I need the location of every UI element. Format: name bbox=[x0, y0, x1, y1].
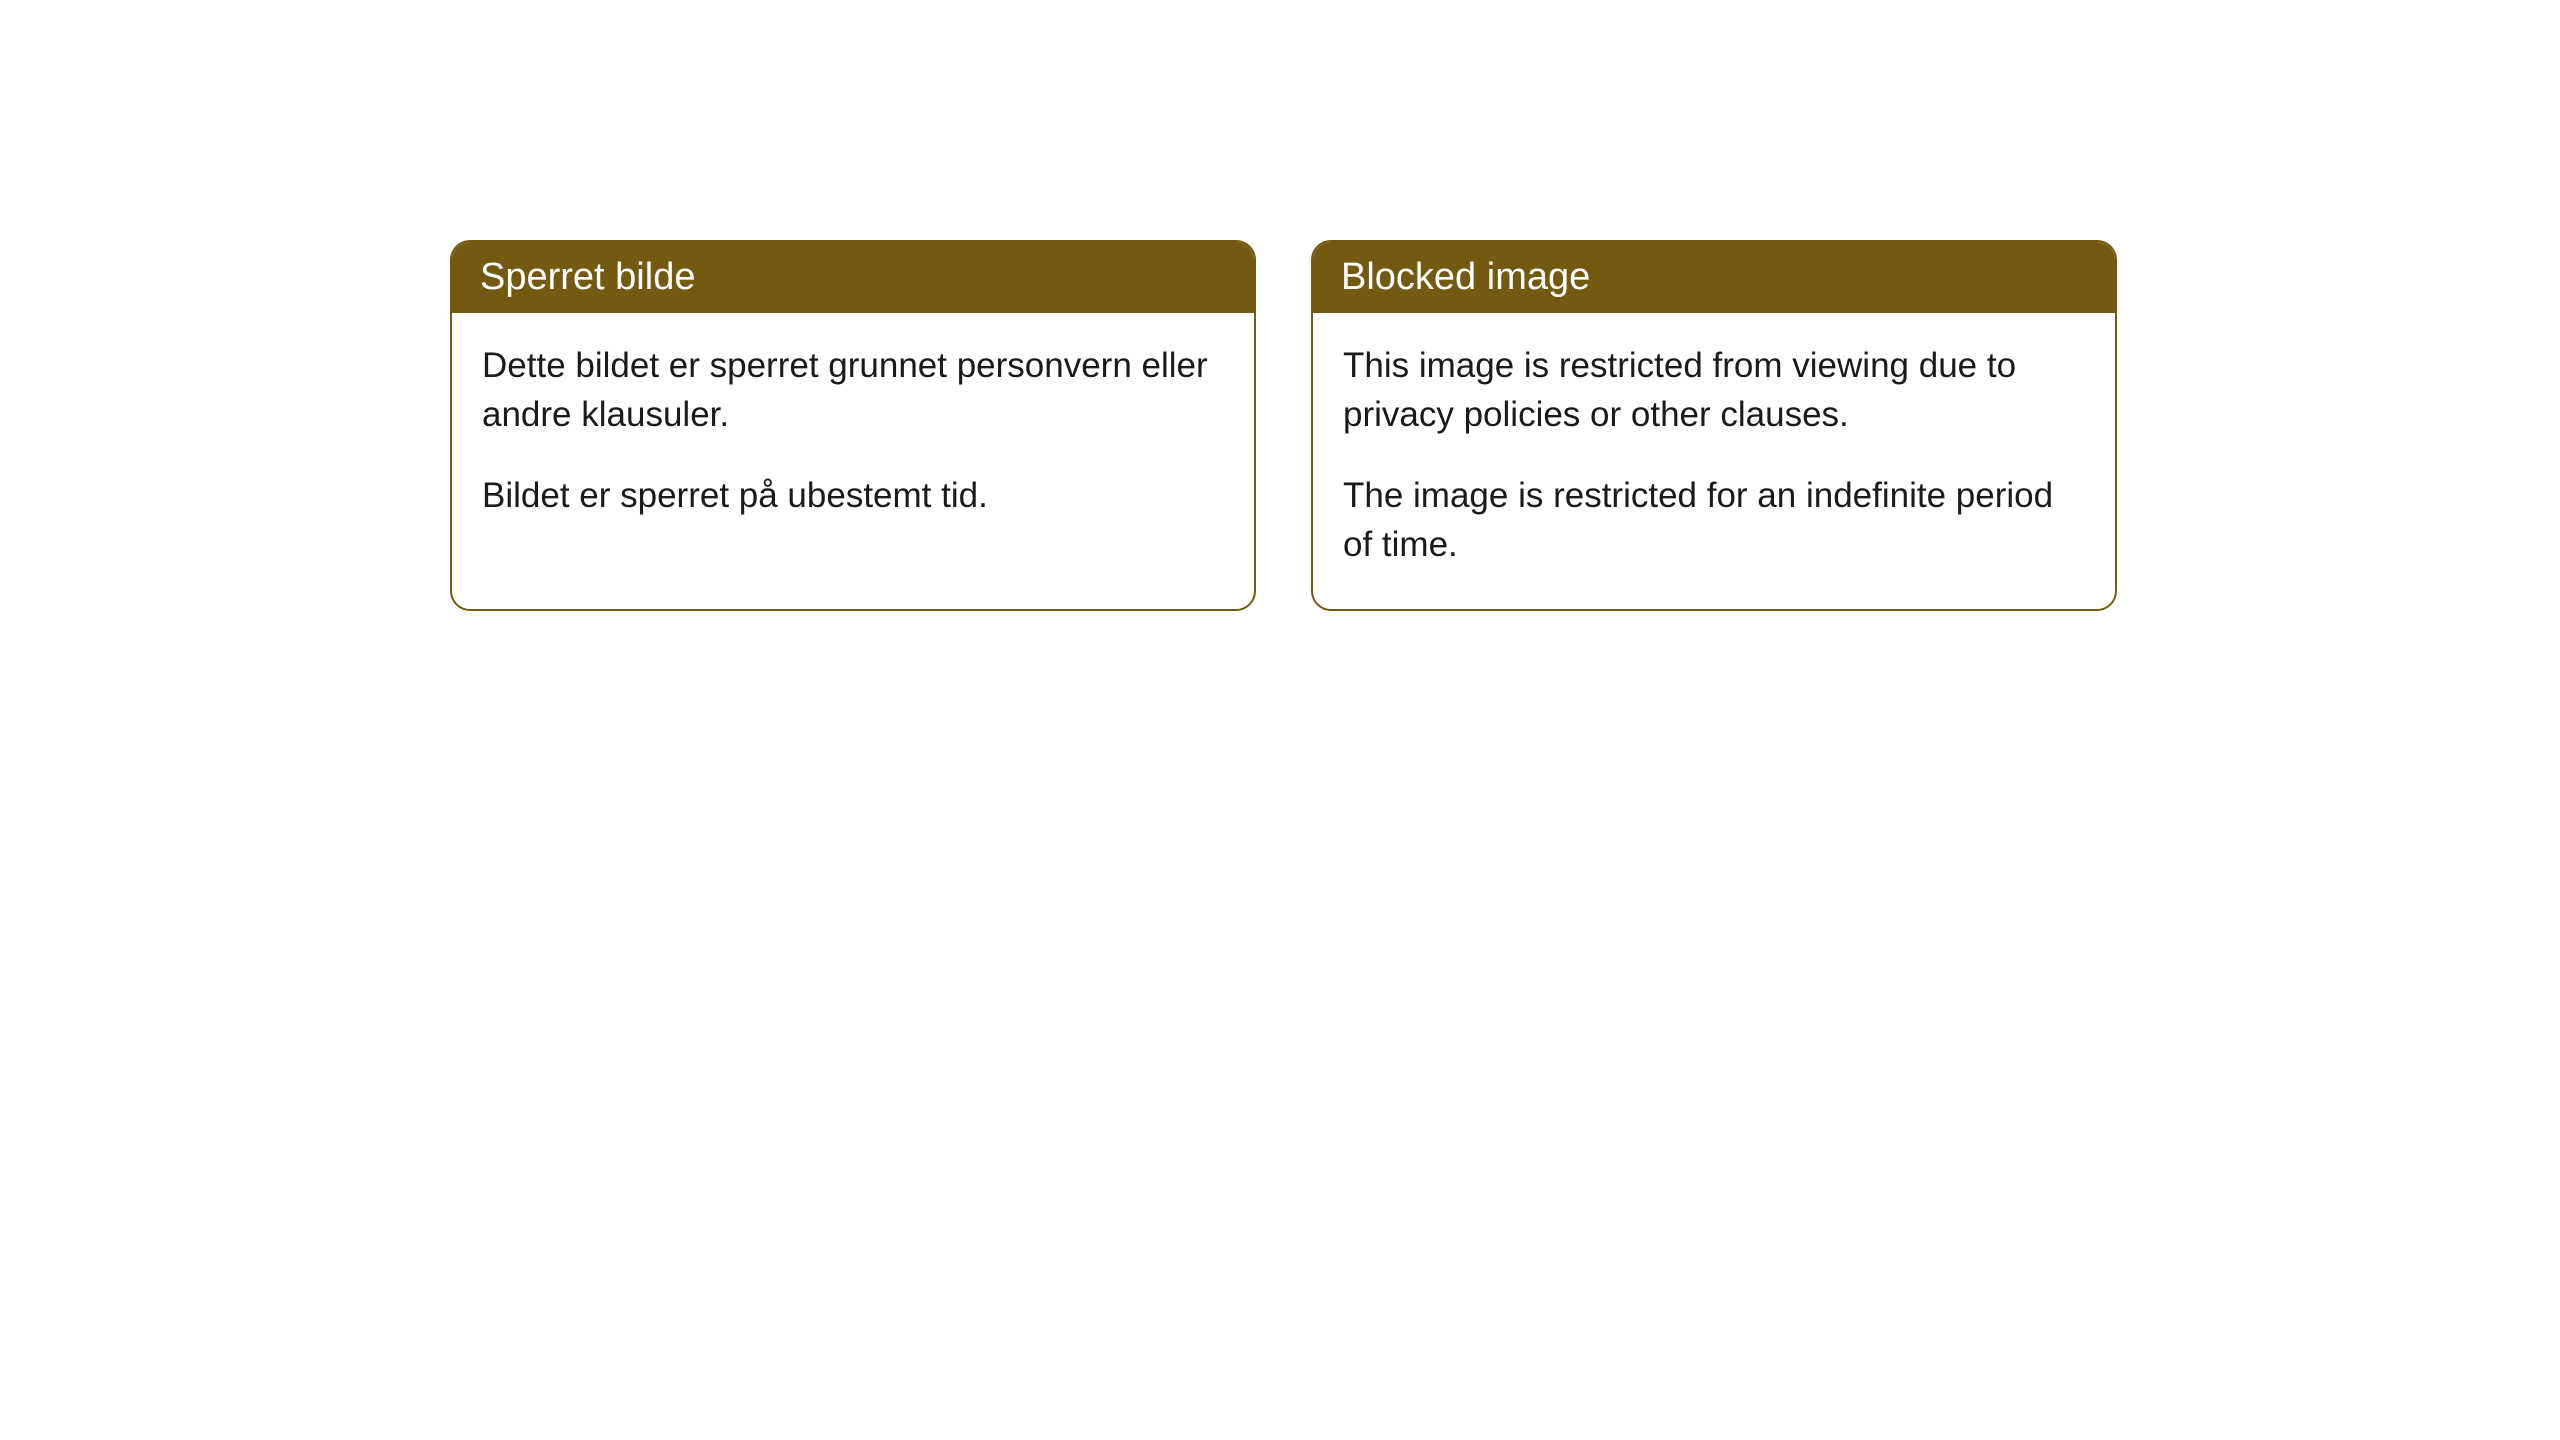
card-header-norwegian: Sperret bilde bbox=[452, 242, 1254, 313]
card-title: Sperret bilde bbox=[480, 256, 695, 298]
card-header-english: Blocked image bbox=[1313, 242, 2115, 313]
card-body-english: This image is restricted from viewing du… bbox=[1313, 313, 2115, 609]
card-paragraph-2: The image is restricted for an indefinit… bbox=[1343, 471, 2085, 569]
blocked-image-card-english: Blocked image This image is restricted f… bbox=[1311, 240, 2117, 611]
card-body-norwegian: Dette bildet er sperret grunnet personve… bbox=[452, 313, 1254, 560]
card-paragraph-1: This image is restricted from viewing du… bbox=[1343, 341, 2085, 439]
card-title: Blocked image bbox=[1341, 256, 1590, 298]
card-paragraph-2: Bildet er sperret på ubestemt tid. bbox=[482, 471, 1224, 520]
card-paragraph-1: Dette bildet er sperret grunnet personve… bbox=[482, 341, 1224, 439]
notice-cards-container: Sperret bilde Dette bildet er sperret gr… bbox=[450, 240, 2117, 611]
blocked-image-card-norwegian: Sperret bilde Dette bildet er sperret gr… bbox=[450, 240, 1256, 611]
